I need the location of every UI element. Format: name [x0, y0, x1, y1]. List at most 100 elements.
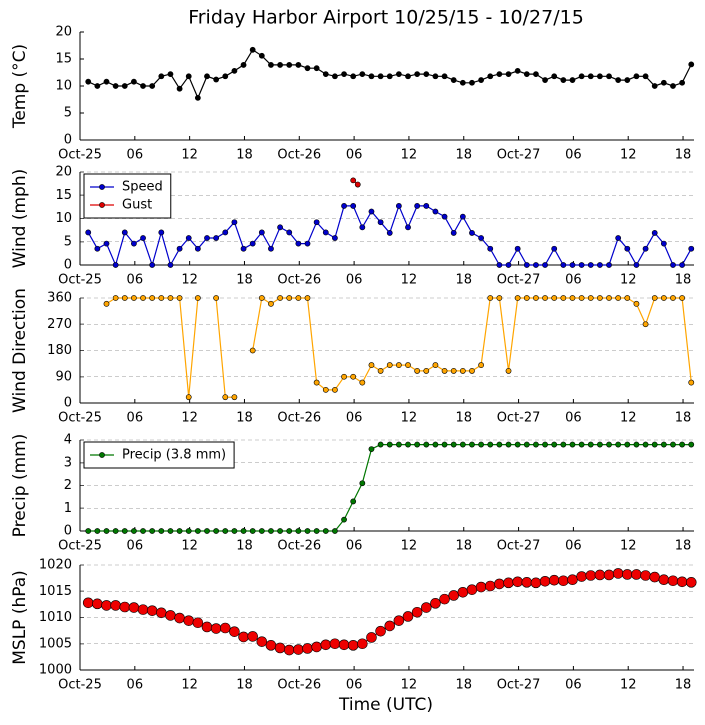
- data-point: [567, 574, 578, 586]
- data-point: [560, 262, 567, 268]
- data-point: [551, 441, 558, 448]
- data-point: [585, 570, 597, 581]
- data-point: [283, 644, 295, 656]
- data-point: [359, 71, 366, 78]
- data-point: [606, 73, 612, 80]
- data-point: [487, 295, 494, 301]
- data-point: [469, 230, 475, 236]
- data-point: [450, 230, 457, 236]
- x-tick-label: 06: [346, 539, 363, 554]
- data-point: [204, 528, 210, 534]
- data-point: [131, 528, 137, 534]
- data-point: [478, 441, 485, 448]
- data-point: [660, 295, 667, 301]
- data-point: [158, 73, 165, 80]
- data-point: [167, 528, 174, 534]
- data-point: [167, 295, 174, 301]
- data-point: [140, 295, 146, 301]
- x-tick-label: 12: [181, 539, 198, 554]
- x-tick-label: 12: [620, 678, 637, 693]
- data-point: [185, 394, 192, 401]
- y-tick-label: 15: [55, 188, 72, 203]
- x-tick-label: 06: [565, 148, 582, 163]
- data-point: [140, 235, 146, 241]
- data-point: [332, 73, 338, 80]
- data-point: [377, 441, 384, 448]
- x-tick-label: Oct-26: [277, 411, 321, 426]
- data-point: [347, 640, 359, 651]
- data-point: [322, 71, 329, 78]
- x-tick-label: 12: [181, 411, 198, 426]
- data-point: [624, 77, 631, 83]
- data-point: [542, 262, 548, 268]
- y-axis-label: Wind (mph): [10, 169, 30, 269]
- data-point: [249, 240, 256, 247]
- data-point: [594, 569, 606, 581]
- data-point: [469, 368, 475, 374]
- data-point: [487, 441, 494, 448]
- data-point: [596, 73, 603, 80]
- x-tick-label: 06: [127, 273, 144, 288]
- data-point: [651, 295, 658, 301]
- y-tick-label: 20: [55, 165, 72, 180]
- data-point: [660, 441, 667, 448]
- data-point: [121, 83, 128, 89]
- data-point: [432, 362, 439, 368]
- data-point: [140, 83, 146, 89]
- data-point: [395, 71, 402, 78]
- y-tick-label: 1015: [39, 584, 72, 599]
- data-point: [140, 528, 146, 534]
- x-tick-label: 06: [346, 678, 363, 693]
- data-point: [450, 441, 457, 448]
- data-point: [194, 528, 201, 534]
- data-point: [176, 528, 183, 534]
- x-tick-label: 12: [401, 273, 418, 288]
- data-point: [560, 295, 567, 301]
- data-point: [423, 71, 430, 78]
- data-point: [679, 295, 686, 301]
- data-point: [420, 602, 432, 613]
- x-tick-label: Oct-25: [58, 678, 102, 693]
- x-tick-label: 12: [181, 273, 198, 288]
- legend: Speed Gust: [83, 173, 172, 219]
- data-point: [231, 528, 238, 534]
- data-point: [322, 386, 329, 393]
- data-point: [194, 94, 201, 101]
- data-point: [277, 62, 283, 68]
- data-point: [651, 441, 658, 448]
- data-point: [679, 262, 686, 268]
- x-tick-label: 18: [455, 411, 472, 426]
- data-point: [295, 62, 302, 68]
- y-tick-label: 1020: [39, 558, 72, 573]
- data-point: [578, 262, 585, 268]
- data-point: [258, 295, 265, 301]
- data-point: [606, 295, 612, 301]
- data-point: [612, 568, 624, 579]
- data-point: [560, 77, 567, 83]
- x-tick-label: 18: [675, 539, 692, 554]
- data-point: [131, 78, 137, 85]
- data-point: [204, 73, 210, 80]
- data-point: [165, 610, 176, 621]
- data-point: [624, 441, 631, 448]
- x-tick-label: Oct-26: [277, 678, 321, 693]
- data-point: [295, 240, 302, 247]
- data-point: [350, 203, 357, 209]
- data-point: [533, 71, 539, 78]
- data-point: [530, 577, 542, 589]
- data-point: [121, 528, 128, 534]
- data-point: [423, 368, 430, 374]
- data-point: [560, 441, 567, 448]
- y-tick-label: 10: [55, 211, 72, 226]
- data-point: [322, 528, 329, 534]
- data-point: [587, 262, 594, 268]
- data-point: [633, 73, 640, 80]
- legend-label: Speed: [122, 180, 163, 195]
- data-point: [587, 73, 594, 80]
- data-point: [258, 52, 265, 59]
- data-point: [332, 386, 338, 393]
- data-point: [432, 208, 439, 215]
- data-point: [85, 78, 92, 85]
- data-point: [651, 230, 658, 236]
- data-point: [395, 441, 402, 448]
